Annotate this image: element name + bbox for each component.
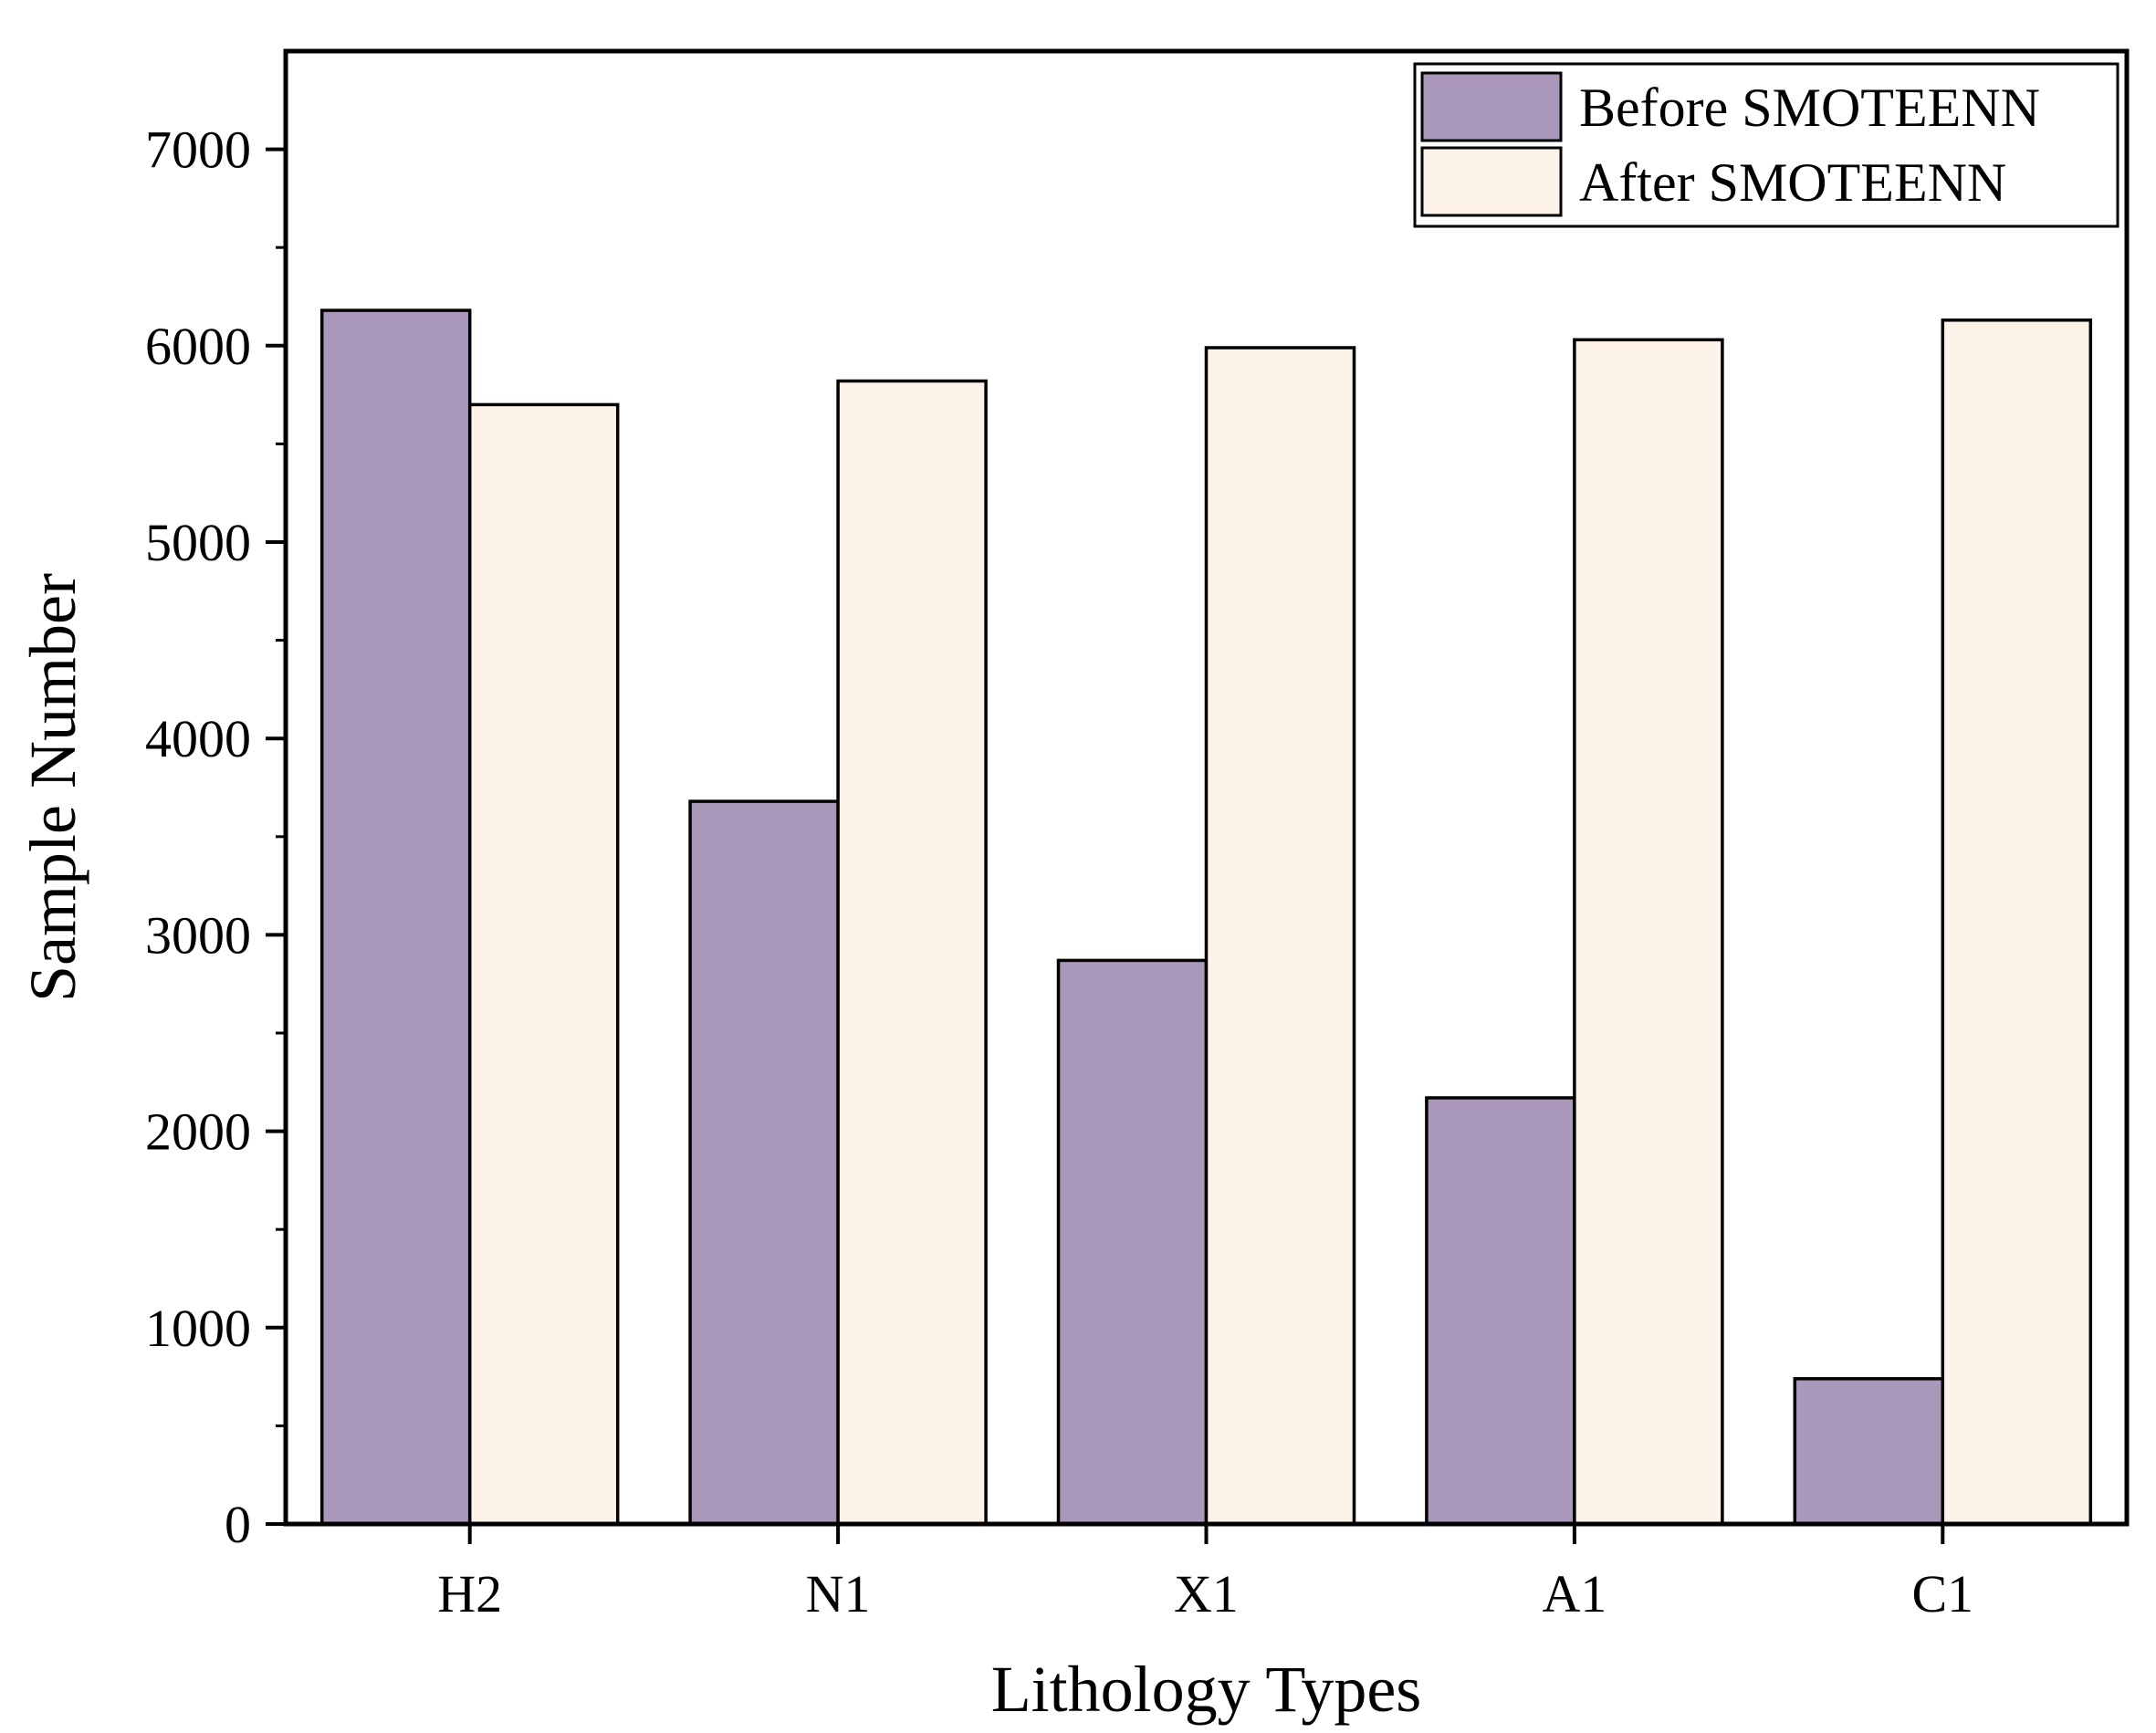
- x-axis-title: Lithology Types: [991, 1653, 1422, 1726]
- bar-before-n1: [688, 799, 840, 1526]
- bar-before-x1: [1056, 958, 1209, 1526]
- legend-swatch-after: [1420, 146, 1563, 217]
- x-tick-label-h2: H2: [437, 1564, 502, 1623]
- axes-layer: 0 1000 2000 3000 4000 5000 6000 7000 H2 N1 X1 A1 C1: [145, 120, 1973, 1623]
- bar-after-n1: [836, 379, 988, 1526]
- y-tick-label: 5000: [145, 513, 251, 572]
- bar-before-a1: [1425, 1096, 1576, 1526]
- legend: Before SMOTEENN After SMOTEENN: [1413, 62, 2119, 228]
- bar-after-c1: [1941, 318, 2093, 1526]
- bar-after-x1: [1204, 346, 1356, 1526]
- bar-after-a1: [1573, 338, 1724, 1526]
- bars-layer: [319, 308, 2093, 1526]
- legend-label-before: Before SMOTEENN: [1579, 78, 2040, 138]
- y-tick-label: 2000: [145, 1102, 251, 1162]
- y-tick-label: 0: [225, 1495, 251, 1554]
- y-tick-label: 1000: [145, 1299, 251, 1358]
- legend-label-after: After SMOTEENN: [1579, 152, 2006, 213]
- x-tick-label-a1: A1: [1542, 1564, 1607, 1623]
- x-tick-label-c1: C1: [1911, 1564, 1973, 1623]
- y-axis-title: Sample Number: [16, 573, 89, 1002]
- y-tick-label: 3000: [145, 905, 251, 965]
- x-tick-label-n1: N1: [806, 1564, 871, 1623]
- bar-after-h2: [467, 402, 620, 1526]
- y-tick-label: 4000: [145, 709, 251, 768]
- legend-swatch-before: [1420, 71, 1563, 142]
- y-tick-label: 7000: [145, 120, 251, 180]
- bar-before-c1: [1793, 1377, 1945, 1526]
- y-tick-label: 6000: [145, 317, 251, 376]
- x-tick-label-x1: X1: [1174, 1564, 1239, 1623]
- bar-before-h2: [319, 308, 472, 1526]
